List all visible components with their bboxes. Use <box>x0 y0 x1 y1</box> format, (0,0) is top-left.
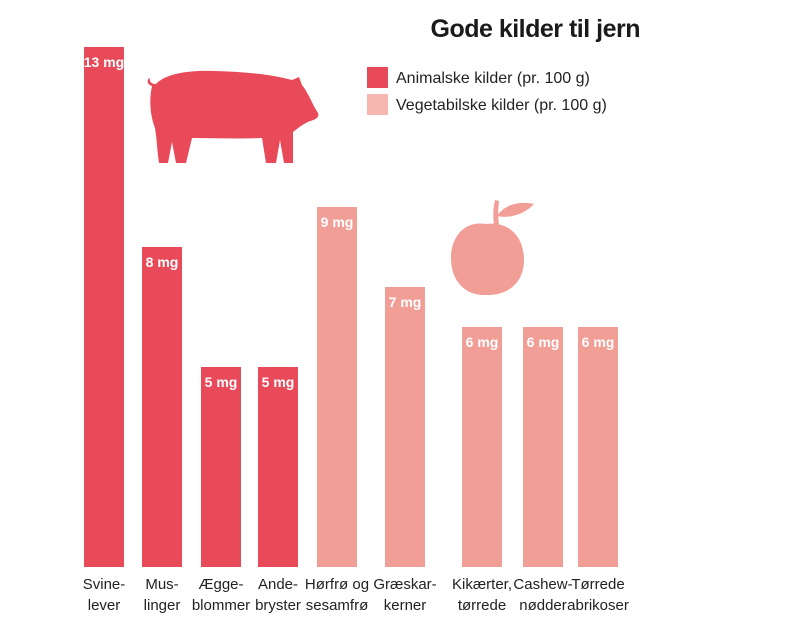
category-label: Svine-lever <box>83 576 126 614</box>
bar-value-label: 6 mg <box>466 334 499 350</box>
bar-value-label: 7 mg <box>389 294 422 310</box>
legend-swatch-vegetable <box>367 94 388 115</box>
legend: Animalske kilder (pr. 100 g) Vegetabilsk… <box>367 67 607 115</box>
bar-value-label: 5 mg <box>205 374 238 390</box>
bar-value-label: 8 mg <box>146 254 179 270</box>
bar-value-label: 9 mg <box>321 214 354 230</box>
bar-value-label: 13 mg <box>84 54 124 70</box>
bar-0 <box>84 47 124 567</box>
category-labels: Svine-lever Mus-linger Ægge-blommerAnde-br… <box>83 576 629 614</box>
legend-swatch-animal <box>367 67 388 88</box>
category-label: Tørrede abrikoser <box>567 576 629 614</box>
chart-title: Gode kilder til jern <box>431 15 641 43</box>
category-label: Kikærter, tørrede <box>452 576 512 614</box>
category-label: Ægge-blommer <box>192 576 250 614</box>
category-label: Græskar-kerner <box>373 576 436 614</box>
legend-label-animal: Animalske kilder (pr. 100 g) <box>396 70 590 87</box>
category-label: Mus-linger <box>144 576 181 614</box>
category-label: Hørfrø og sesamfrø <box>305 576 369 614</box>
bar-7 <box>523 327 563 567</box>
bar-6 <box>462 327 502 567</box>
bar-3 <box>258 367 298 567</box>
bar-2 <box>201 367 241 567</box>
bar-value-label: 6 mg <box>527 334 560 350</box>
bar-1 <box>142 247 182 567</box>
apple-icon <box>450 200 534 296</box>
bar-8 <box>578 327 618 567</box>
bar-value-label: 5 mg <box>262 374 295 390</box>
bar-5 <box>385 287 425 567</box>
category-label: Cashew-nødder <box>513 576 572 614</box>
legend-label-vegetable: Vegetabilske kilder (pr. 100 g) <box>396 97 607 114</box>
bar-value-label: 6 mg <box>582 334 615 350</box>
category-label: Ande-bryster <box>255 576 301 614</box>
bars: 13 mg 8 mg 5 mg 5 mg 9 mg 7 mg 6 mg 6 mg 6 mg <box>84 47 618 567</box>
pig-icon <box>147 70 319 163</box>
bar-4 <box>317 207 357 567</box>
